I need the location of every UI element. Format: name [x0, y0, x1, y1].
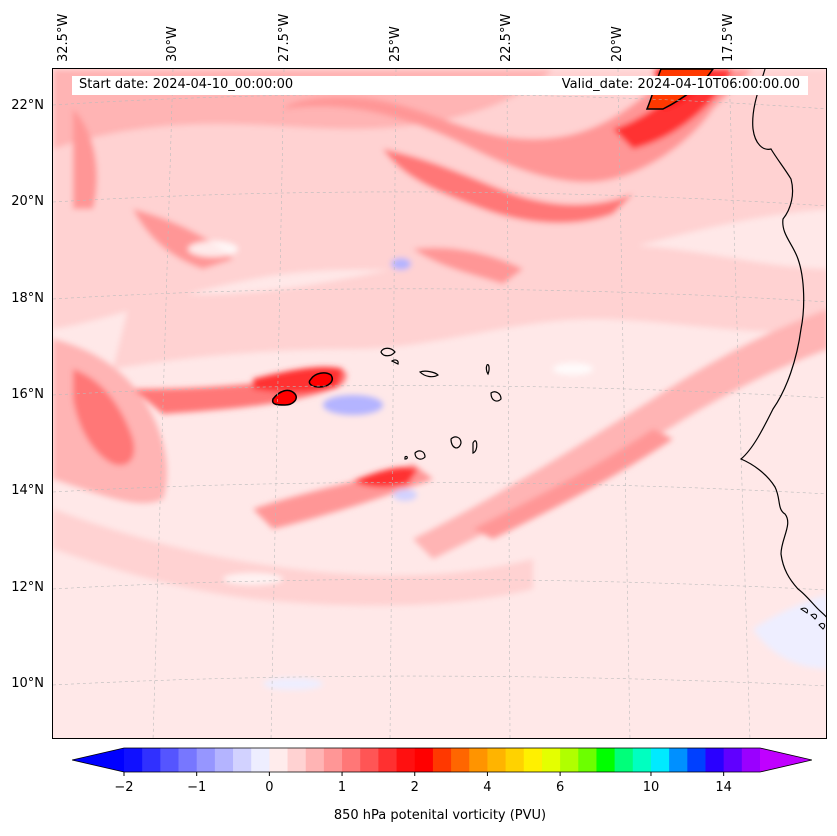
colorbar-segment — [741, 748, 761, 772]
colorbar-tick-label: 6 — [555, 780, 565, 795]
lon-label-32.5W: 32.5°W — [56, 13, 71, 62]
date-annotation-bar: Start date: 2024-04-10_00:00:00 Valid_da… — [72, 76, 808, 95]
colorbar-segment — [305, 748, 325, 772]
lat-label-12N: 12°N — [11, 580, 44, 595]
lat-label-22N: 22°N — [11, 98, 44, 113]
colorbar-tick-label: 14 — [715, 780, 732, 795]
colorbar-title: 850 hPa potenital vorticity (PVU) — [333, 808, 547, 823]
west-africa-coastline — [739, 69, 826, 618]
colorbar-segment — [541, 748, 561, 772]
colorbar-segment — [269, 748, 289, 772]
start-date-label: Start date: 2024-04-10_00:00:00 — [79, 77, 294, 92]
cape-verde-islands — [380, 347, 502, 460]
lon-label-25W: 25°W — [388, 26, 403, 62]
colorbar-segment — [323, 748, 343, 772]
pv-field-map — [53, 69, 826, 738]
lon-label-17.5W: 17.5°W — [721, 13, 736, 62]
map-panel — [52, 68, 827, 739]
pv-contour-16n — [271, 389, 297, 406]
lat-label-16N: 16°N — [11, 387, 44, 402]
colorbar-segment — [705, 748, 725, 772]
colorbar-tick-label: 0 — [265, 780, 274, 795]
colorbar-tick-label: −1 — [187, 780, 207, 795]
colorbar-segment — [523, 748, 543, 772]
colorbar-segment — [124, 748, 143, 772]
colorbar-segment — [505, 748, 525, 772]
colorbar-segment — [723, 748, 743, 772]
colorbar-under-arrow — [72, 748, 124, 772]
colorbar-segment — [596, 748, 616, 772]
colorbar-segment — [342, 748, 361, 772]
colorbar-tick-label: −2 — [114, 780, 134, 795]
colorbar-segment — [560, 748, 579, 772]
lat-label-20N: 20°N — [11, 194, 44, 209]
colorbar-segment — [650, 748, 670, 772]
colorbar-segment — [160, 748, 180, 772]
colorbar-segment — [214, 748, 234, 772]
colorbar-segment — [487, 748, 507, 772]
colorbar-tick-label: 4 — [483, 780, 492, 795]
colorbar-segment — [360, 748, 379, 772]
colorbar-segment — [178, 748, 198, 772]
bijagos-islands — [800, 607, 826, 630]
colorbar-over-arrow — [760, 748, 812, 772]
colorbar-segment — [687, 748, 706, 772]
colorbar-segment — [414, 748, 434, 772]
colorbar-segment — [233, 748, 252, 772]
lon-label-30W: 30°W — [165, 26, 180, 62]
colorbar-segment — [287, 748, 307, 772]
pv-contour-16n-east — [308, 372, 333, 388]
colorbar-tick-label: 10 — [642, 780, 660, 795]
colorbar-segment — [614, 748, 634, 772]
colorbar-segment — [632, 748, 652, 772]
lat-label-14N: 14°N — [11, 483, 44, 498]
valid-date-label: Valid_date: 2024-04-10T06:00:00.00 — [561, 77, 800, 92]
colorbar-segment — [432, 748, 452, 772]
colorbar-segment — [196, 748, 216, 772]
lon-label-20W: 20°W — [610, 26, 625, 62]
colorbar-tick-label: 1 — [337, 780, 347, 795]
colorbar-segment — [142, 748, 161, 772]
colorbar-segment — [251, 748, 270, 772]
colorbar-segment — [378, 748, 398, 772]
graticule — [53, 69, 826, 738]
colorbar — [72, 747, 812, 776]
colorbar-segment — [578, 748, 597, 772]
lat-label-10N: 10°N — [11, 676, 44, 691]
colorbar-segment — [396, 748, 416, 772]
lat-label-18N: 18°N — [11, 291, 44, 306]
lon-label-22.5W: 22.5°W — [499, 13, 514, 62]
colorbar-segment — [451, 748, 470, 772]
lon-label-27.5W: 27.5°W — [277, 13, 292, 62]
colorbar-tick-label: 2 — [410, 780, 419, 795]
colorbar-segment — [469, 748, 488, 772]
colorbar-segment — [669, 748, 688, 772]
